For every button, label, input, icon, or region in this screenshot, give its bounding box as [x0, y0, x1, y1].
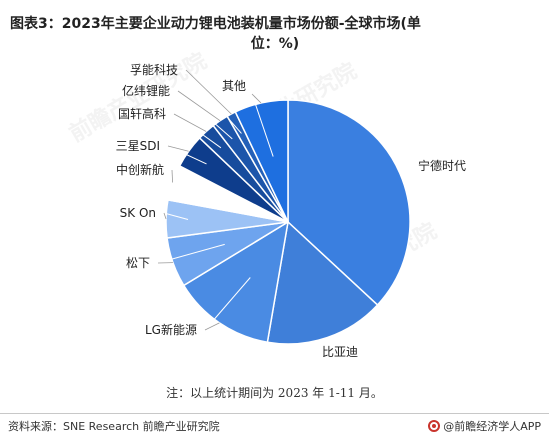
- slice-label-10: 其他: [222, 79, 246, 93]
- leader-outer-8: [177, 90, 221, 121]
- brand-text: @前瞻经济学人APP: [443, 420, 541, 433]
- leader-line-7: [173, 113, 222, 149]
- slice-label-6: 三星SDI: [116, 139, 160, 153]
- leader-line-3: [157, 243, 225, 264]
- source-text: 资料来源：SNE Research 前瞻产业研究院: [8, 420, 220, 433]
- footer-divider: [0, 413, 549, 414]
- slice-label-7: 国轩高科: [118, 106, 166, 121]
- slice-label-9: 孚能科技: [130, 63, 178, 77]
- chart-note: 注：以上统计期间为 2023 年 1-11 月。: [166, 386, 383, 400]
- leader-line-5: [171, 169, 194, 190]
- leader-outer-2: [204, 322, 220, 331]
- slice-label-3: 松下: [126, 256, 150, 270]
- slice-label-2: LG新能源: [145, 322, 197, 337]
- leader-line-2: [204, 277, 251, 331]
- brand-logo-icon: [428, 420, 441, 432]
- chart-title-line1: 图表3：2023年主要企业动力锂电池装机量市场份额-全球市场(单: [10, 16, 421, 32]
- chart-title-line2: 位：%): [250, 36, 300, 52]
- leader-line-9: [185, 69, 242, 134]
- pie-slice-1: [266, 220, 379, 345]
- leader-outer-4: [163, 212, 167, 220]
- leader-outer-9: [185, 69, 232, 115]
- slice-label-1: 比亚迪: [322, 345, 358, 359]
- leader-outer-6: [167, 145, 189, 152]
- leader-outer-5: [171, 169, 173, 183]
- chart-title: 图表3：2023年主要企业动力锂电池装机量市场份额-全球市场(单 位：%): [10, 14, 540, 54]
- slice-label-4: SK On: [120, 206, 156, 220]
- slice-label-8: 亿纬锂能: [122, 83, 170, 98]
- leader-outer-7: [173, 113, 207, 132]
- leader-line-10: [251, 93, 274, 157]
- brand: @前瞻经济学人APP: [428, 418, 541, 434]
- leader-line-8: [177, 90, 233, 140]
- leader-outer-10: [251, 93, 262, 104]
- pie-slice-0: [287, 99, 411, 307]
- slice-label-0: 宁德时代: [418, 158, 466, 173]
- leader-line-6: [167, 145, 207, 165]
- leader-line-4: [163, 212, 189, 220]
- slice-label-5: 中创新航: [116, 162, 164, 177]
